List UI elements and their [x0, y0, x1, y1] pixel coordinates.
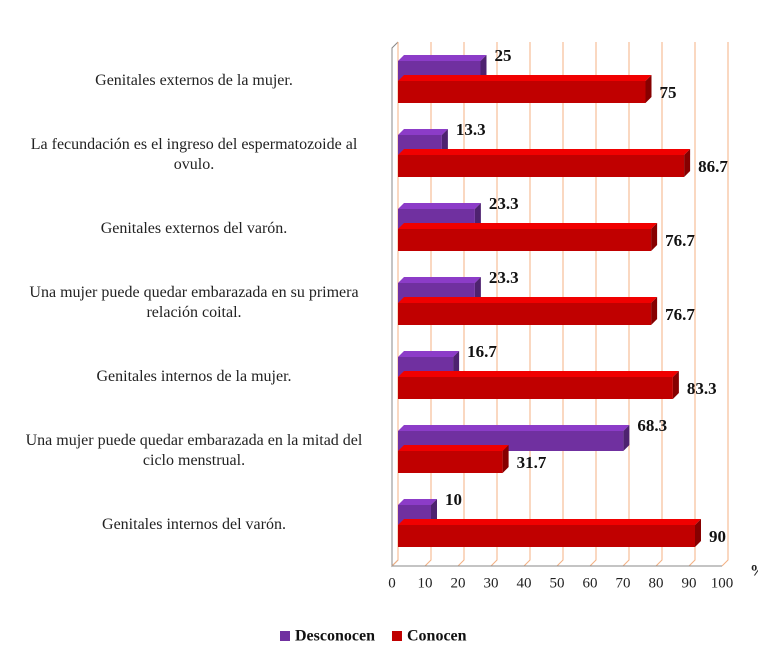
grid-line	[688, 42, 696, 567]
bar-top	[398, 129, 448, 135]
bar-top	[398, 351, 460, 357]
data-label: 68.3	[637, 416, 667, 435]
bar-side	[651, 297, 658, 325]
data-label: 23.3	[489, 194, 519, 213]
x-tick-label: 30	[484, 575, 499, 591]
grid-line	[622, 42, 630, 567]
bar-side	[651, 223, 658, 251]
bar-top	[398, 499, 437, 505]
data-label: 16.7	[467, 342, 497, 361]
x-tick-label: 40	[517, 575, 532, 591]
x-tick-label: 100	[711, 575, 734, 591]
bar-top	[398, 297, 658, 303]
data-label: 31.7	[517, 453, 547, 472]
data-label: 75	[660, 83, 677, 102]
category-label: Genitales internos del varón.	[102, 516, 286, 533]
data-label: 25	[495, 46, 512, 65]
bar-side	[480, 55, 487, 81]
legend-swatch	[391, 631, 402, 641]
bar-top	[398, 371, 679, 377]
bar	[398, 377, 673, 399]
data-label: 76.7	[665, 305, 695, 324]
grid-line	[391, 42, 399, 567]
category-label: Una mujer puede quedar embarazada en su …	[29, 284, 359, 321]
bar	[398, 155, 685, 177]
bar-side	[672, 371, 679, 399]
data-label: 76.7	[665, 231, 695, 250]
bar-side	[474, 277, 481, 303]
legend-swatch	[280, 631, 290, 641]
bar-top	[398, 149, 691, 155]
bar	[398, 229, 652, 251]
grid-line	[655, 42, 663, 567]
x-tick-label: 70	[616, 575, 631, 591]
legend-label: Conocen	[407, 628, 467, 645]
x-tick-label: 10	[418, 575, 433, 591]
bar-top	[398, 75, 652, 81]
bar-side	[474, 203, 481, 229]
x-tick-label: 60	[583, 575, 598, 591]
bar-side	[453, 351, 460, 377]
category-label: La fecundación es el ingreso del esperma…	[30, 136, 358, 173]
x-axis-label: %	[750, 563, 758, 580]
data-label: 83.3	[687, 379, 717, 398]
bar-top	[398, 55, 487, 61]
grid-line	[556, 42, 564, 567]
bar-top	[398, 445, 509, 451]
grid-line	[490, 42, 498, 567]
data-label: 90	[709, 527, 726, 546]
bar-side	[684, 149, 691, 177]
bar-side	[431, 499, 437, 525]
x-tick-label: 0	[388, 575, 396, 591]
bar-side	[502, 445, 509, 473]
bar-top	[398, 277, 481, 283]
grid-line	[523, 42, 531, 567]
bar-side	[645, 75, 652, 103]
bar-side	[623, 425, 630, 451]
grid-line	[589, 42, 597, 567]
legend-label: Desconocen	[295, 628, 375, 645]
x-tick-label: 90	[682, 575, 697, 591]
bar	[398, 451, 503, 473]
category-label: Genitales internos de la mujer.	[96, 368, 292, 385]
bar	[398, 525, 695, 547]
bar-side	[695, 519, 701, 547]
grid-line	[721, 42, 729, 567]
category-label: Genitales externos de la mujer.	[95, 72, 293, 89]
bar-top	[398, 223, 658, 229]
bar	[398, 303, 652, 325]
bar-top	[398, 425, 630, 431]
bar-side	[441, 129, 448, 155]
bar	[398, 81, 646, 103]
data-label: 23.3	[489, 268, 519, 287]
x-tick-label: 80	[649, 575, 664, 591]
category-label: Una mujer puede quedar embarazada en la …	[25, 432, 363, 469]
data-label: 86.7	[698, 157, 728, 176]
axis-wall	[391, 41, 399, 568]
bar-top	[398, 203, 481, 209]
category-label: Genitales externos del varón.	[100, 220, 288, 237]
data-label: 13.3	[456, 120, 486, 139]
x-tick-label: 50	[550, 575, 565, 591]
x-tick-label: 20	[451, 575, 466, 591]
bar-top	[398, 519, 701, 525]
data-label: 10	[445, 490, 462, 509]
